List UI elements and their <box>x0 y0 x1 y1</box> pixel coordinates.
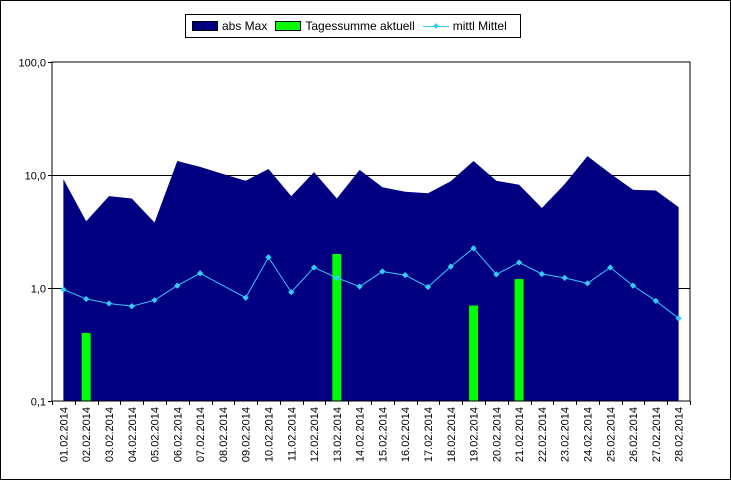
legend-item-tagessumme: Tagessumme aktuell <box>275 19 415 33</box>
bar-tagessumme <box>469 305 479 401</box>
legend-label-tagessumme: Tagessumme aktuell <box>305 19 415 33</box>
point-mittl-mittel <box>675 315 682 322</box>
y-tick-label: 1,0 <box>31 284 46 296</box>
x-tick-label: 19.02.2014 <box>469 407 481 462</box>
bar-tagessumme <box>81 332 91 401</box>
x-tick-label: 12.02.2014 <box>309 407 321 462</box>
point-mittl-mittel <box>402 272 409 279</box>
y-tick-label: 100,0 <box>18 58 46 70</box>
x-tick-label: 22.02.2014 <box>537 407 549 462</box>
legend-swatch-mittl-mittel <box>422 21 449 31</box>
legend-label-abs-max: abs Max <box>222 19 268 33</box>
y-tick-label: 0,1 <box>31 397 46 409</box>
y-ticks: 0,1 1,0 10,0 100,0 <box>18 58 52 409</box>
x-tick-label: 11.02.2014 <box>286 407 298 461</box>
x-tick-label: 14.02.2014 <box>355 407 367 462</box>
legend-item-mittl-mittel: mittl Mittel <box>422 19 507 33</box>
x-tick-label: 02.02.2014 <box>81 407 93 462</box>
point-mittl-mittel <box>310 264 318 271</box>
point-mittl-mittel <box>424 283 432 291</box>
x-tick-label: 21.02.2014 <box>514 407 526 462</box>
x-tick-label: 07.02.2014 <box>195 407 207 462</box>
x-tick-label: 03.02.2014 <box>104 407 116 462</box>
point-mittl-mittel <box>493 271 500 278</box>
x-tick-label: 09.02.2014 <box>241 407 253 462</box>
legend-swatch-tagessumme <box>275 21 302 31</box>
x-tick-label: 28.02.2014 <box>674 407 686 462</box>
x-tick-label: 26.02.2014 <box>628 407 640 462</box>
point-mittl-mittel <box>607 264 614 271</box>
x-tick-label: 13.02.2014 <box>332 407 344 462</box>
x-tick-label: 05.02.2014 <box>150 407 162 462</box>
legend: abs Max Tagessumme aktuell mittl Mittel <box>185 14 521 38</box>
x-tick-label: 08.02.2014 <box>218 407 230 462</box>
x-ticks: 01.02.2014 02.02.2014 03.02.2014 04.02.2014… <box>52 401 691 462</box>
x-tick-label: 10.02.2014 <box>263 407 275 462</box>
legend-swatch-abs-max <box>192 21 218 31</box>
bars-tagessumme <box>81 253 524 401</box>
x-tick-label: 24.02.2014 <box>582 407 594 462</box>
x-tick-label: 27.02.2014 <box>651 407 663 462</box>
x-tick-label: 01.02.2014 <box>58 407 70 462</box>
x-tick-label: 06.02.2014 <box>172 407 184 462</box>
point-mittl-mittel <box>538 270 546 278</box>
x-tick-label: 15.02.2014 <box>377 407 389 462</box>
x-tick-label: 25.02.2014 <box>605 407 617 462</box>
point-mittl-mittel <box>288 288 295 296</box>
x-tick-label: 04.02.2014 <box>127 407 139 462</box>
point-mittl-mittel <box>652 297 659 304</box>
point-mittl-mittel <box>333 274 340 281</box>
point-mittl-mittel <box>379 268 386 275</box>
point-mittl-mittel <box>356 283 363 290</box>
x-tick-label: 16.02.2014 <box>400 407 412 462</box>
x-tick-label: 20.02.2014 <box>491 407 503 462</box>
point-mittl-mittel <box>515 259 523 266</box>
legend-item-abs-max: abs Max <box>192 19 267 33</box>
bar-tagessumme <box>514 279 524 401</box>
x-tick-label: 23.02.2014 <box>560 407 572 462</box>
y-tick-label: 10,0 <box>25 171 46 183</box>
point-mittl-mittel <box>151 297 158 304</box>
x-tick-label: 18.02.2014 <box>446 407 458 462</box>
bar-tagessumme <box>332 253 342 401</box>
x-tick-label: 17.02.2014 <box>423 407 435 462</box>
legend-label-mittl-mittel: mittl Mittel <box>452 19 507 33</box>
point-mittl-mittel <box>447 263 454 270</box>
